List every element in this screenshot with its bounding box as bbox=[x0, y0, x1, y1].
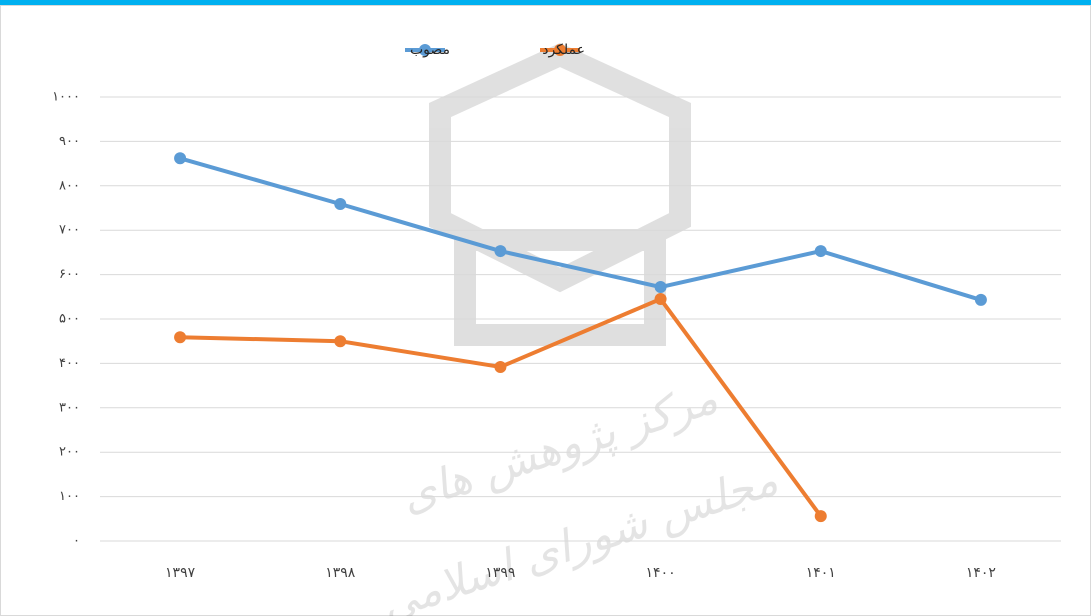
series-line bbox=[179, 156, 982, 302]
point bbox=[174, 331, 187, 344]
x-tick-label: ۱۳۹۹ bbox=[485, 565, 515, 581]
point bbox=[814, 510, 827, 523]
x-tick-label: ۱۴۰۰ bbox=[646, 565, 676, 581]
point bbox=[814, 245, 827, 258]
point bbox=[974, 293, 987, 306]
legend-marker bbox=[554, 44, 566, 56]
point bbox=[494, 360, 507, 373]
point bbox=[494, 245, 507, 258]
x-tick-label: ۱۴۰۲ bbox=[966, 565, 996, 581]
y-tick-label: ۷۰۰ bbox=[59, 223, 80, 238]
y-tick-label: ۰ bbox=[73, 534, 80, 549]
y-tick-label: ۳۰۰ bbox=[59, 400, 80, 415]
y-tick-label: ۹۰۰ bbox=[59, 134, 80, 149]
point bbox=[654, 293, 667, 306]
x-tick-label: ۱۳۹۸ bbox=[325, 565, 356, 581]
y-tick-label: ۲۰۰ bbox=[59, 445, 80, 460]
y-tick-label: ۱۰۰ bbox=[59, 489, 80, 504]
legend-label: عملکرد bbox=[542, 42, 585, 58]
top-border bbox=[0, 0, 1091, 5]
point bbox=[334, 198, 347, 211]
point bbox=[334, 335, 347, 348]
y-tick-label: ۶۰۰ bbox=[59, 267, 80, 282]
y-tick-label: ۴۰۰ bbox=[59, 356, 80, 371]
point bbox=[654, 281, 667, 294]
x-tick-label: ۱۴۰۱ bbox=[806, 565, 836, 581]
point bbox=[174, 152, 187, 165]
y-tick-label: ۵۰۰ bbox=[59, 312, 80, 327]
y-tick-label: ۸۰۰ bbox=[59, 178, 80, 193]
x-tick-label: ۱۳۹۷ bbox=[165, 565, 196, 581]
legend-label: مصوب bbox=[410, 42, 450, 58]
y-tick-label: ۱۰۰۰ bbox=[52, 90, 80, 105]
legend-marker bbox=[419, 44, 431, 56]
